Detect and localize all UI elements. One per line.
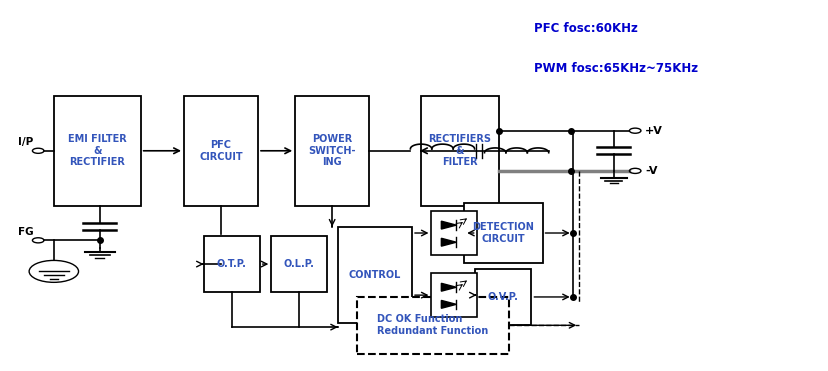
Bar (271, 236, 327, 292)
Bar (420, 96, 498, 206)
Text: O.L.P.: O.L.P. (283, 259, 315, 269)
Text: RECTIFIERS
&
FILTER: RECTIFIERS & FILTER (428, 134, 491, 167)
Bar (338, 227, 412, 324)
Text: FG: FG (18, 227, 34, 237)
Text: PFC
CIRCUIT: PFC CIRCUIT (199, 140, 243, 162)
Text: O.V.P.: O.V.P. (488, 292, 518, 302)
Bar (54, 96, 141, 206)
Polygon shape (440, 238, 455, 246)
Text: POWER
SWITCH-
ING: POWER SWITCH- ING (308, 134, 355, 167)
Text: PWM fosc:65KHz~75KHz: PWM fosc:65KHz~75KHz (533, 62, 697, 75)
Bar (204, 236, 259, 292)
Bar (431, 273, 476, 317)
Text: I/P: I/P (18, 137, 33, 147)
Bar (295, 96, 368, 206)
Text: +V: +V (644, 126, 662, 136)
Polygon shape (440, 221, 455, 229)
Text: PFC fosc:60KHz: PFC fosc:60KHz (533, 22, 637, 35)
Polygon shape (440, 301, 455, 308)
Bar (356, 297, 508, 354)
Bar (184, 96, 258, 206)
Text: DC OK Function
Redundant Function: DC OK Function Redundant Function (377, 315, 488, 336)
Text: CONTROL: CONTROL (349, 270, 401, 280)
Text: -V: -V (644, 166, 657, 176)
Bar (464, 203, 542, 263)
Polygon shape (440, 283, 455, 291)
Text: O.T.P.: O.T.P. (216, 259, 247, 269)
Bar (475, 269, 531, 325)
Bar (431, 211, 476, 255)
Text: EMI FILTER
&
RECTIFIER: EMI FILTER & RECTIFIER (68, 134, 127, 167)
Text: DETECTION
CIRCUIT: DETECTION CIRCUIT (472, 222, 534, 244)
